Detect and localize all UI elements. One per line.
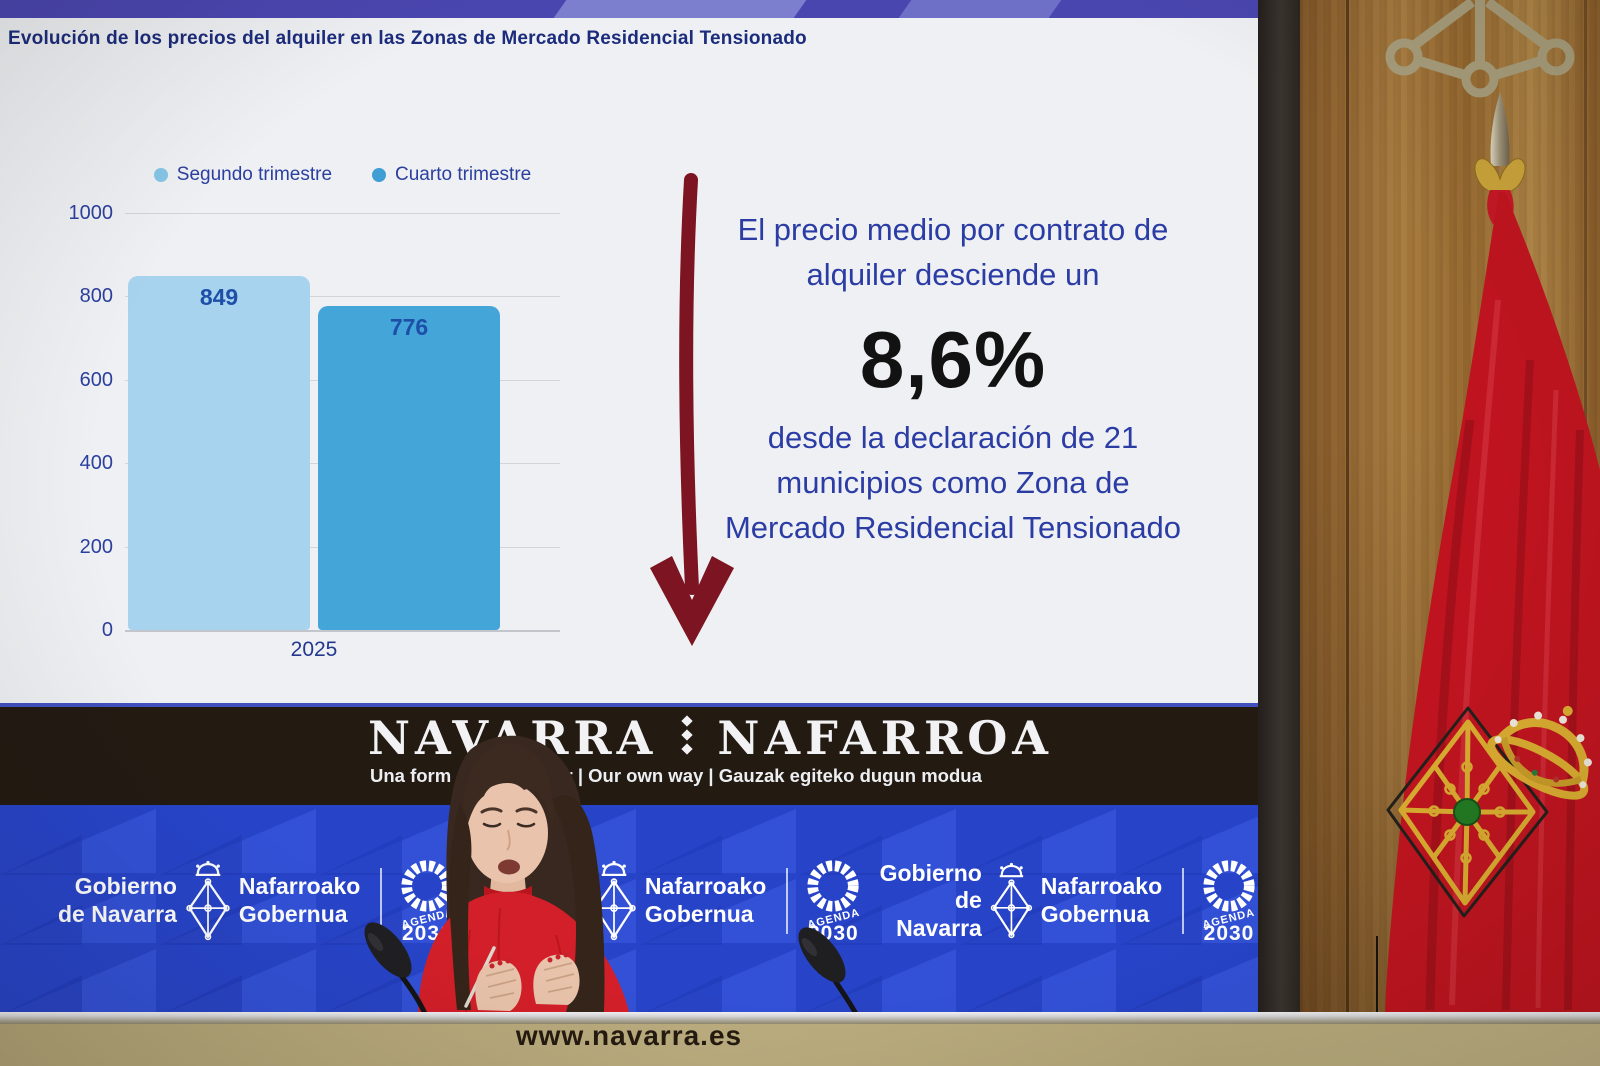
navarra-coat-of-arms-icon bbox=[186, 860, 230, 941]
slide-top-stripe bbox=[0, 0, 1258, 18]
legend-item: Cuarto trimestre bbox=[372, 164, 531, 186]
bar-2 bbox=[318, 306, 500, 630]
bar-value-label: 849 bbox=[199, 283, 239, 310]
mic-cable bbox=[1376, 936, 1378, 1016]
legend-dot-icon bbox=[372, 168, 387, 182]
y-axis-tick: 600 bbox=[79, 368, 113, 391]
slide-title: Evolución de los precios del alquiler en… bbox=[8, 28, 807, 49]
legend-item: Segundo trimestre bbox=[153, 164, 332, 186]
gov-logo-unit: Gobierno de Navarra bbox=[464, 851, 862, 951]
screen-bezel bbox=[1258, 0, 1300, 1018]
stripe-decoration bbox=[894, 0, 1066, 18]
gov-label-eu: Nafarroako Gobernua bbox=[1040, 873, 1163, 927]
logo-divider bbox=[786, 868, 789, 934]
microphone-left bbox=[364, 922, 429, 1017]
desk-front bbox=[0, 1024, 1600, 1066]
message-highlight: 8,6% bbox=[859, 314, 1047, 404]
desk-edge bbox=[0, 1012, 1600, 1024]
speaker-mouth bbox=[498, 859, 520, 875]
agenda-2030-ring-icon bbox=[807, 859, 859, 912]
flag-crown bbox=[1487, 705, 1592, 800]
speaker-hand bbox=[475, 960, 522, 1011]
y-axis-tick: 1000 bbox=[68, 202, 114, 224]
wood-seam bbox=[1346, 0, 1349, 1066]
down-arrow bbox=[650, 173, 734, 646]
y-axis-tick: 800 bbox=[79, 285, 113, 308]
desk-url: www.navarra.es bbox=[515, 1020, 743, 1051]
brand-nafarroa: NAFARROA bbox=[717, 711, 1053, 765]
brand-wordmark: NAVARRA NAFARROA bbox=[368, 711, 1053, 765]
y-axis-tick: 0 bbox=[101, 619, 113, 641]
navarra-flag bbox=[1385, 92, 1600, 1016]
gov-label-es: Gobierno de Navarra bbox=[58, 873, 177, 927]
gov-logo-unit: Gobierno de Navarra bbox=[871, 851, 1258, 951]
agenda-2030-logo: AGENDA 2030 bbox=[1200, 857, 1258, 946]
bar-1 bbox=[128, 275, 310, 630]
gov-label-eu: Nafarroako Gobernua bbox=[238, 873, 361, 927]
microphone-right bbox=[798, 927, 861, 1020]
presentation-screen: Evolución de los precios del alquiler en… bbox=[0, 0, 1258, 1018]
gov-label-es: Gobierno de Navarra bbox=[879, 859, 982, 941]
legend-dot-icon bbox=[153, 168, 168, 182]
chart-legend: Segundo trimestre Cuarto trimestre bbox=[125, 164, 560, 186]
tagline-right: ar | Our own way | Gauzak egiteko dugun … bbox=[555, 765, 982, 786]
gov-label-eu: Nafarroako Gobernua bbox=[644, 873, 767, 927]
microphones bbox=[364, 922, 861, 1020]
navarra-chains-wall-emblem-icon bbox=[1385, 0, 1575, 98]
gridline bbox=[125, 630, 560, 632]
rental-price-bar-chart: Segundo trimestre Cuarto trimestre 0 200 40… bbox=[0, 0, 640, 707]
key-message: El precio medio por contrato de alquiler… bbox=[722, 208, 1184, 551]
x-axis-category-label: 2025 bbox=[290, 638, 338, 661]
y-axis-tick: 200 bbox=[79, 535, 113, 558]
speaker bbox=[418, 735, 630, 1015]
logo-divider bbox=[1182, 868, 1184, 934]
navarra-coat-of-arms-icon bbox=[990, 862, 1032, 939]
gridline bbox=[125, 213, 560, 214]
gov-logo-unit: Gobierno de Navarra bbox=[58, 851, 456, 951]
y-axis-tick: 400 bbox=[79, 452, 113, 475]
flag-fold-shadows bbox=[1425, 359, 1584, 1011]
government-backdrop: Gobierno de Navarra bbox=[0, 805, 1258, 1018]
slide: Evolución de los precios del alquiler en… bbox=[0, 0, 1258, 707]
desk: www.navarra.es bbox=[0, 1012, 1600, 1066]
navarra-brand-band: NAVARRA NAFARROA Una form ar | Our own wa… bbox=[0, 707, 1258, 805]
brand-tagline: Una form ar | Our own way | Gauzak egitek… bbox=[370, 765, 982, 787]
tagline-left: Una form bbox=[370, 765, 452, 786]
message-detail: desde la declaración de 21 municipios co… bbox=[724, 419, 1182, 545]
message-intro: El precio medio por contrato de alquiler… bbox=[737, 212, 1169, 292]
logo-divider bbox=[380, 868, 383, 934]
bar-value-label: 776 bbox=[389, 314, 429, 341]
agenda-2030-ring-icon bbox=[1203, 859, 1255, 912]
gridline bbox=[125, 296, 560, 298]
speaker-hand bbox=[533, 954, 580, 1005]
flagpole-spear-icon bbox=[1490, 92, 1510, 166]
diamond-separator-icon bbox=[681, 715, 694, 755]
flag-fold-highlights bbox=[1449, 299, 1559, 1009]
